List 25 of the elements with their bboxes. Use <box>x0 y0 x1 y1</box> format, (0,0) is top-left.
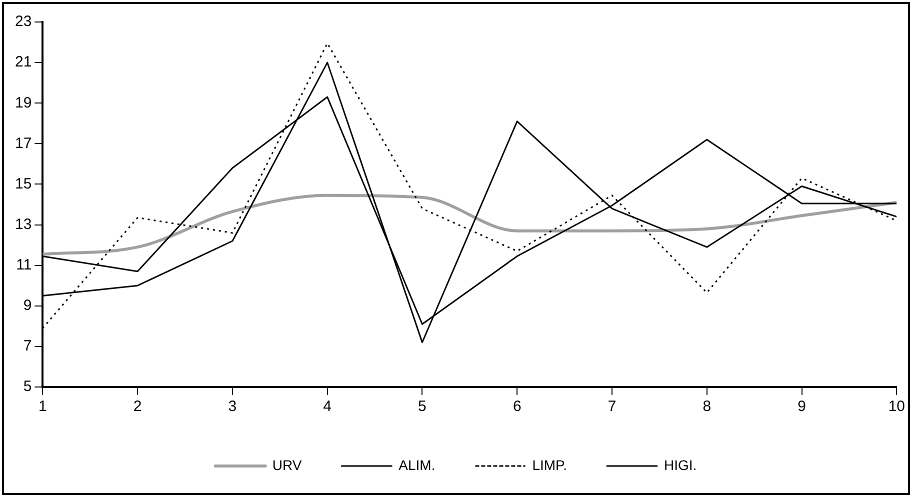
y-tick-label: 19 <box>14 94 32 112</box>
x-tick-label: 7 <box>608 398 616 416</box>
y-tick-label: 21 <box>14 54 32 71</box>
x-tick-label: 6 <box>512 398 522 416</box>
y-tick-label: 23 <box>14 13 32 30</box>
legend-label: HIGI. <box>664 456 697 473</box>
line-series <box>42 194 897 256</box>
y-tick-label: 13 <box>14 216 32 233</box>
x-tick-label: 3 <box>228 398 237 416</box>
legend-label: URV <box>272 456 302 473</box>
y-tick-label: 7 <box>23 338 32 355</box>
y-tick-label: 11 <box>16 256 32 274</box>
legend-label: ALIM. <box>398 456 436 473</box>
x-tick-label: 10 <box>888 398 905 416</box>
legend-label: LIMP. <box>532 456 567 473</box>
x-tick-label: 9 <box>798 398 806 416</box>
y-tick-label: 15 <box>14 175 32 192</box>
y-tick-label: 5 <box>23 378 32 396</box>
x-tick-label: 5 <box>418 398 426 416</box>
x-tick-label: 2 <box>133 398 142 416</box>
x-tick-label: 8 <box>702 398 712 416</box>
y-tick-label: 9 <box>23 297 32 314</box>
x-tick-label: 4 <box>323 398 332 416</box>
x-tick-label: 1 <box>38 398 47 416</box>
y-tick-label: 17 <box>14 134 32 152</box>
